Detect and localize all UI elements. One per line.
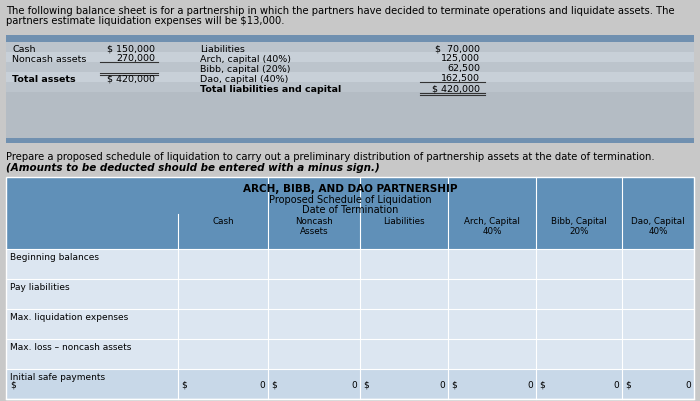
- Text: (Amounts to be deducted should be entered with a minus sign.): (Amounts to be deducted should be entere…: [6, 162, 380, 172]
- Bar: [6, 36, 694, 144]
- Text: Prepare a proposed schedule of liquidation to carry out a preliminary distributi: Prepare a proposed schedule of liquidati…: [6, 152, 654, 162]
- Text: $ 150,000: $ 150,000: [107, 45, 155, 53]
- Text: The following balance sheet is for a partnership in which the partners have deci: The following balance sheet is for a par…: [6, 6, 675, 16]
- Text: $: $: [271, 380, 277, 389]
- Text: 270,000: 270,000: [116, 55, 155, 63]
- Text: 0: 0: [351, 380, 357, 389]
- Bar: [6, 178, 694, 399]
- Text: Bibb, Capital
20%: Bibb, Capital 20%: [551, 217, 607, 236]
- Text: $: $: [363, 380, 369, 389]
- Text: Max. liquidation expenses: Max. liquidation expenses: [10, 312, 128, 321]
- Text: 62,500: 62,500: [447, 64, 480, 73]
- Text: Proposed Schedule of Liquidation: Proposed Schedule of Liquidation: [269, 194, 431, 205]
- Bar: [6, 63, 694, 73]
- Text: $: $: [181, 380, 187, 389]
- Text: Liabilities: Liabilities: [383, 217, 425, 225]
- Bar: [6, 249, 694, 279]
- Text: $ 420,000: $ 420,000: [107, 74, 155, 83]
- Text: $  70,000: $ 70,000: [435, 45, 480, 53]
- Bar: [6, 73, 694, 83]
- Text: Arch, capital (40%): Arch, capital (40%): [200, 55, 291, 63]
- Bar: [6, 139, 694, 144]
- Text: Total assets: Total assets: [12, 74, 76, 83]
- Bar: [6, 43, 694, 53]
- Text: $: $: [451, 380, 456, 389]
- Text: Cash: Cash: [12, 45, 36, 53]
- Text: 162,500: 162,500: [441, 74, 480, 83]
- Text: partners estimate liquidation expenses will be $13,000.: partners estimate liquidation expenses w…: [6, 16, 284, 26]
- Bar: [6, 83, 694, 93]
- Text: Dao, capital (40%): Dao, capital (40%): [200, 74, 288, 83]
- Text: 0: 0: [613, 380, 619, 389]
- Text: Dao, Capital
40%: Dao, Capital 40%: [631, 217, 685, 236]
- Text: Beginning balances: Beginning balances: [10, 252, 99, 261]
- Bar: [6, 53, 694, 63]
- Text: Initial safe payments: Initial safe payments: [10, 372, 105, 381]
- Text: 0: 0: [685, 380, 691, 389]
- Bar: [6, 36, 694, 43]
- Text: $ 420,000: $ 420,000: [432, 84, 480, 93]
- Text: Pay liabilities: Pay liabilities: [10, 282, 69, 291]
- Text: Total liabilities and capital: Total liabilities and capital: [200, 84, 342, 93]
- Text: Bibb, capital (20%): Bibb, capital (20%): [200, 64, 290, 73]
- Text: Noncash
Assets: Noncash Assets: [295, 217, 333, 236]
- Bar: [6, 178, 694, 249]
- Text: $: $: [10, 380, 16, 389]
- Text: ARCH, BIBB, AND DAO PARTNERSHIP: ARCH, BIBB, AND DAO PARTNERSHIP: [243, 184, 457, 194]
- Text: $: $: [625, 380, 631, 389]
- Bar: [6, 339, 694, 369]
- Bar: [6, 309, 694, 339]
- Text: 0: 0: [527, 380, 533, 389]
- Text: Max. loss – noncash assets: Max. loss – noncash assets: [10, 342, 132, 351]
- Text: Liabilities: Liabilities: [200, 45, 245, 53]
- Text: Date of Termination: Date of Termination: [302, 205, 398, 215]
- Text: 125,000: 125,000: [441, 55, 480, 63]
- Text: 0: 0: [259, 380, 265, 389]
- Text: Arch, Capital
40%: Arch, Capital 40%: [464, 217, 520, 236]
- Text: Noncash assets: Noncash assets: [12, 55, 86, 63]
- Text: $: $: [539, 380, 545, 389]
- Bar: [6, 369, 694, 399]
- Text: Cash: Cash: [212, 217, 234, 225]
- Bar: [6, 279, 694, 309]
- Text: 0: 0: [439, 380, 445, 389]
